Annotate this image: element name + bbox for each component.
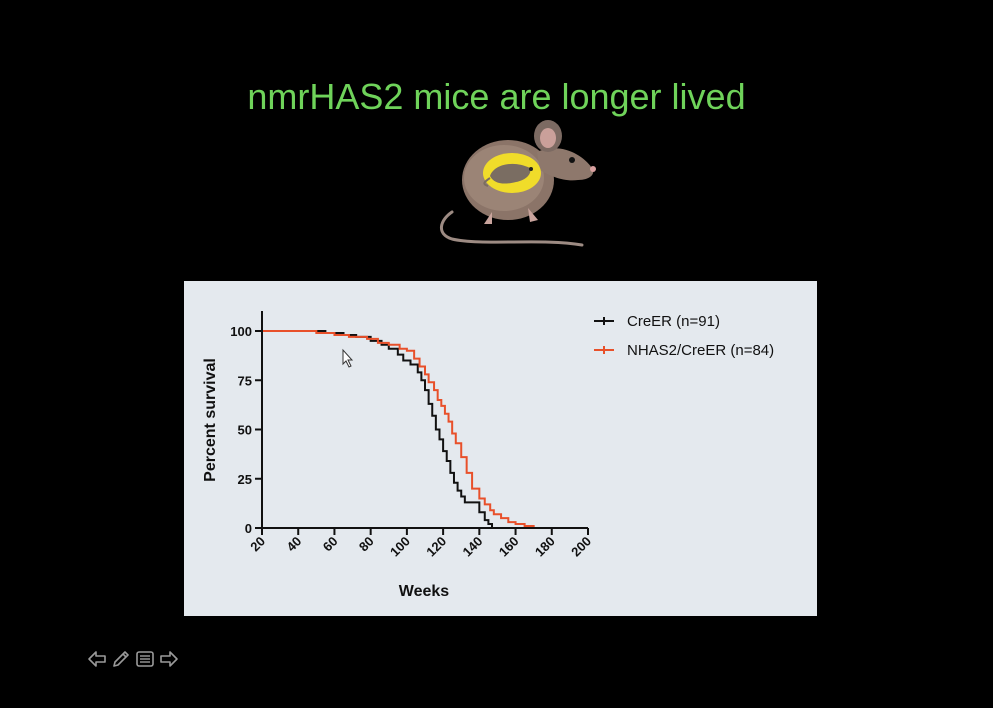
x-tick-label: 180	[532, 534, 558, 560]
x-tick-label: 120	[423, 534, 449, 560]
x-tick-label: 40	[284, 534, 305, 555]
x-axis-label: Weeks	[399, 583, 450, 600]
arrow-right-icon[interactable]	[158, 648, 180, 670]
y-tick-label: 75	[238, 373, 252, 388]
mouse-cursor-icon	[342, 348, 354, 368]
slide-navigation	[86, 648, 180, 670]
slide-title: nmrHAS2 mice are longer lived	[247, 76, 746, 117]
x-tick-label: 160	[496, 534, 522, 560]
y-tick-label: 100	[230, 324, 252, 339]
x-tick-label: 100	[387, 534, 413, 560]
y-tick-label: 25	[238, 472, 252, 487]
x-tick-label: 20	[247, 534, 268, 555]
menu-icon[interactable]	[134, 648, 156, 670]
pen-icon[interactable]	[110, 648, 132, 670]
legend-label: NHAS2/CreER (n=84)	[627, 342, 774, 359]
legend: CreER (n=91) NHAS2/CreER (n=84)	[594, 313, 774, 359]
y-tick-label: 50	[238, 423, 252, 438]
y-tick-label: 0	[245, 521, 252, 536]
arrow-left-icon[interactable]	[86, 648, 108, 670]
y-ticks: 0 25 50 75 100	[230, 324, 262, 536]
x-tick-label: 140	[460, 534, 486, 560]
x-tick-label: 200	[568, 534, 594, 560]
plot-area	[261, 330, 535, 529]
series-line-0	[262, 330, 494, 528]
x-ticks: 20 40 60 80 100 120 140 160 180 200	[247, 528, 594, 559]
y-axis-label: Percent survival	[202, 358, 219, 482]
chart-svg: 0 25 50 75 100 20 40 60 80 100 120 140 160 180 200 Pe…	[202, 311, 774, 600]
mouse-illustration	[440, 120, 596, 247]
x-tick-label: 60	[320, 534, 341, 555]
survival-chart: 0 25 50 75 100 20 40 60 80 100 120 140 160 180 200 Pe…	[184, 281, 817, 616]
x-tick-label: 80	[356, 534, 377, 555]
legend-label: CreER (n=91)	[627, 313, 720, 330]
series-line-1	[262, 330, 535, 528]
